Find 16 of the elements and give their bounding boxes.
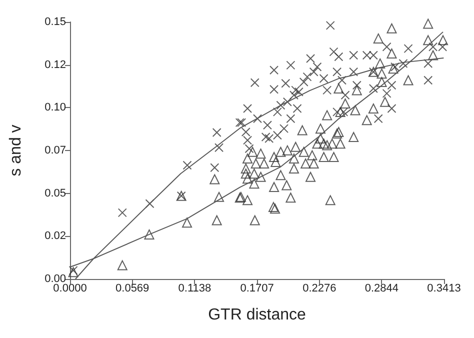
y-tick-label: 0.12: [44, 58, 66, 71]
x-tick-label: 0.0000: [53, 282, 87, 294]
x-tick-label: 0.2276: [302, 282, 336, 294]
y-tick-label: 0.15: [44, 16, 66, 28]
x-axis-title: GTR distance: [208, 306, 306, 324]
y-tick-label: 0.05: [44, 187, 66, 200]
y-tick-label: 0.10: [44, 102, 66, 114]
x-tick-label: 0.1138: [178, 282, 212, 294]
x-tick-label: 0.2844: [364, 282, 398, 294]
y-tick-label: 0.07: [44, 144, 66, 156]
y-axis-title: s and v: [8, 124, 24, 176]
y-tick-label: 0.00: [44, 273, 66, 285]
x-tick-label: 0.3413: [427, 282, 461, 294]
y-tick-label: 0.02: [44, 230, 66, 242]
x-tick-label: 0.1707: [240, 282, 274, 294]
x-tick-label: 0.0569: [116, 282, 150, 294]
